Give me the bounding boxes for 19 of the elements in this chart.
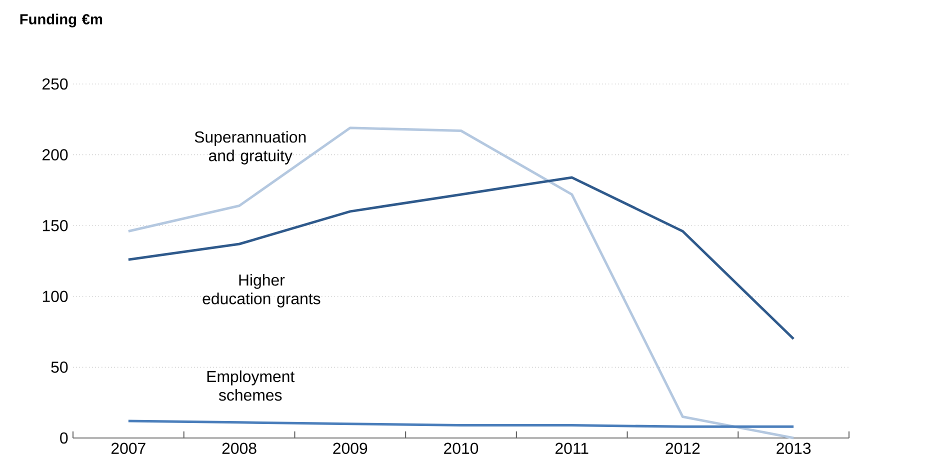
x-tick-label: 2007 [111, 442, 146, 454]
y-tick-label: 200 [42, 149, 68, 160]
y-tick-label: 50 [51, 362, 68, 373]
x-tick-label: 2012 [666, 442, 700, 454]
y-tick-label: 150 [42, 220, 68, 232]
y-tick-label: 250 [42, 78, 68, 90]
line-series [127, 126, 795, 440]
x-tick-label: 2011 [556, 442, 588, 454]
series-label: Employment schemes [207, 370, 295, 401]
y-tick-label: 0 [60, 432, 68, 444]
line-series [127, 176, 795, 340]
x-tick-label: 2010 [444, 442, 478, 454]
series-label: Higher education grants [202, 274, 320, 308]
y-axis-title: Funding €m [20, 14, 102, 28]
y-tick-label: 100 [42, 290, 68, 302]
x-tick-label: 2008 [222, 442, 256, 454]
series-label: Superannuation and gratuity [194, 130, 306, 164]
x-tick-label: 2009 [333, 442, 368, 454]
x-tick-label: 2013 [776, 442, 811, 454]
